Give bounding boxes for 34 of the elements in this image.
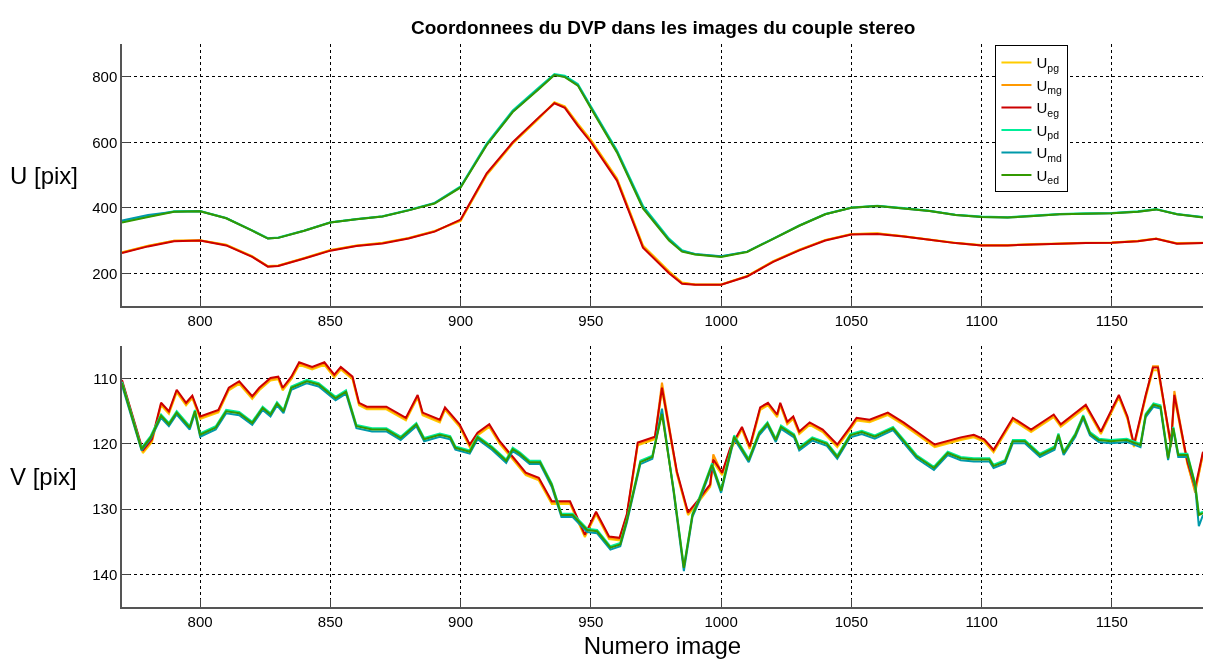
y-tick-label: 400 xyxy=(92,199,118,216)
x-tick-label: 1150 xyxy=(1095,612,1128,630)
legend-label: U$_{mg}$ xyxy=(1036,76,1063,97)
legend-label: U$_{pg}$ xyxy=(1036,54,1060,74)
legend-label: U$_{ed}$ xyxy=(1036,166,1060,187)
x-tick-label: 1050 xyxy=(834,612,869,630)
legend-label: U$_{eg}$ xyxy=(1036,99,1060,119)
y-tick-label: 140 xyxy=(92,565,118,583)
x-tick-label: 1150 xyxy=(1095,311,1128,329)
x-tick-label: 900 xyxy=(448,612,474,630)
y-tick-label: 600 xyxy=(92,133,118,151)
y-tick-label: 120 xyxy=(92,435,118,453)
y-axis-title: V [pix] xyxy=(10,463,77,490)
x-tick-label: 1100 xyxy=(965,612,998,630)
y-axis-title: U [pix] xyxy=(10,162,79,189)
x-tick-label: 950 xyxy=(578,311,604,329)
x-tick-label: 1000 xyxy=(704,612,738,630)
x-tick-label: 900 xyxy=(448,311,474,329)
x-tick-label: 800 xyxy=(187,311,213,329)
legend-label: U$_{md}$ xyxy=(1036,144,1063,164)
chart-title: Coordonnees du DVP dans les images du couple stereo xyxy=(411,17,916,38)
x-tick-label: 950 xyxy=(578,612,604,630)
y-tick-label: 800 xyxy=(92,68,118,85)
legend-label: U$_{pd}$ xyxy=(1036,121,1060,142)
y-tick-label: 130 xyxy=(92,500,118,518)
y-tick-label: 110 xyxy=(93,369,118,387)
x-tick-label: 1100 xyxy=(965,311,998,329)
x-tick-label: 800 xyxy=(187,612,213,630)
x-tick-label: 1000 xyxy=(704,311,738,329)
y-tick-label: 200 xyxy=(92,264,118,282)
x-tick-label: 1050 xyxy=(834,311,869,329)
x-tick-label: 850 xyxy=(317,612,343,630)
x-axis-title: Numero image xyxy=(583,631,742,659)
x-tick-label: 850 xyxy=(317,311,343,329)
